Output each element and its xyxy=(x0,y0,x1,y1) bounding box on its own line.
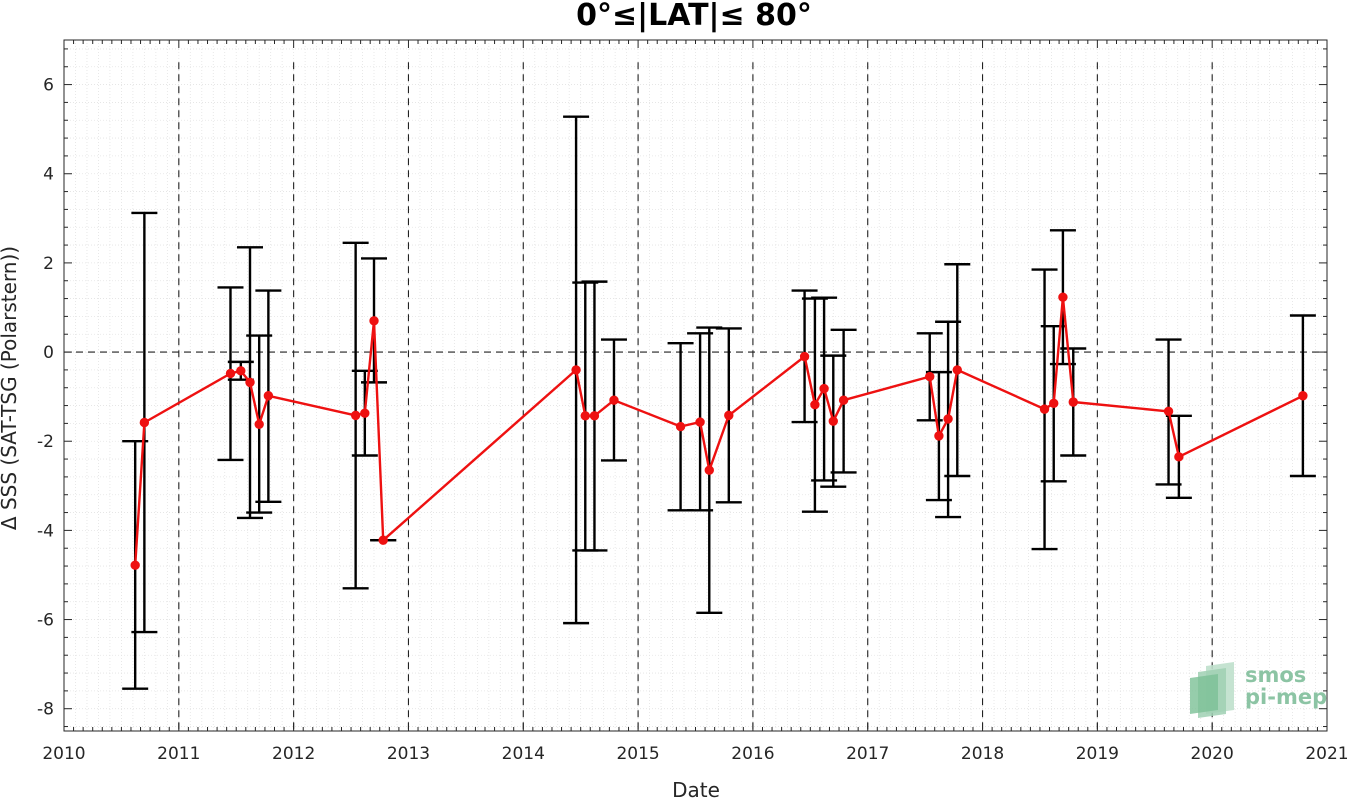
data-point xyxy=(254,419,264,429)
data-point xyxy=(236,366,246,376)
data-point xyxy=(724,410,734,421)
y-tick-label: -8 xyxy=(37,700,54,720)
data-line xyxy=(134,296,1304,566)
smos-pi-mep-logo: smos pi-mep xyxy=(1190,662,1327,718)
data-point xyxy=(589,411,600,421)
logo-text-line1: smos xyxy=(1245,663,1306,687)
y-tick-label: 0 xyxy=(43,343,54,363)
data-point xyxy=(1163,406,1174,417)
data-point xyxy=(704,465,714,475)
data-point xyxy=(1174,452,1184,462)
data-point xyxy=(1058,292,1068,302)
data-point xyxy=(819,383,829,394)
data-point xyxy=(838,395,849,405)
data-points xyxy=(130,292,1308,570)
plot-frame xyxy=(63,39,1328,732)
data-point xyxy=(263,391,274,401)
data-point xyxy=(925,371,935,382)
data-point xyxy=(350,410,361,421)
x-tick-label: 2010 xyxy=(42,744,85,764)
y-tick-label: 2 xyxy=(43,254,54,274)
x-tick-label: 2019 xyxy=(1076,744,1119,764)
x-tick-label: 2016 xyxy=(731,744,774,764)
data-point xyxy=(1049,398,1059,409)
data-point xyxy=(378,535,388,545)
x-tick-label: 2012 xyxy=(272,744,315,764)
data-point xyxy=(952,365,962,375)
x-tick-label: 2011 xyxy=(157,744,200,764)
data-point xyxy=(580,411,590,421)
data-point xyxy=(675,421,686,432)
data-point xyxy=(130,560,140,570)
y-tick-label: 6 xyxy=(43,76,54,96)
y-tick-label: -2 xyxy=(37,432,54,452)
logo-text-line2: pi-mep xyxy=(1245,685,1327,709)
x-tick-label: 2014 xyxy=(502,744,545,764)
series-line xyxy=(134,296,1304,566)
x-axis-label: Date xyxy=(672,778,720,799)
data-point xyxy=(934,431,944,441)
x-tick-label: 2020 xyxy=(1191,744,1234,764)
x-tick-label: 2018 xyxy=(961,744,1004,764)
y-tick-label: -4 xyxy=(37,521,54,541)
y-axis-label: Δ SSS (SAT-TSG (Polarstern)) xyxy=(0,246,21,530)
data-point xyxy=(360,408,370,418)
x-tick-label: 2013 xyxy=(387,744,430,764)
data-point xyxy=(571,365,581,375)
y-tick-label: 4 xyxy=(43,165,54,185)
chart-title: 0°≤|LAT|≤ 80° xyxy=(576,0,812,33)
data-point xyxy=(695,417,705,427)
data-point xyxy=(810,399,820,410)
data-point xyxy=(369,316,379,326)
data-point xyxy=(245,377,255,388)
data-point xyxy=(225,368,236,379)
x-tick-label: 2017 xyxy=(846,744,889,764)
data-point xyxy=(139,417,150,428)
reference-lines xyxy=(64,62,1327,731)
data-point xyxy=(1039,404,1050,414)
x-tick-label: 2021 xyxy=(1305,744,1348,764)
data-point xyxy=(799,351,810,362)
x-tick-label: 2015 xyxy=(616,744,659,764)
data-point xyxy=(943,414,953,424)
data-point xyxy=(1068,397,1078,407)
data-point xyxy=(1298,391,1308,401)
y-tick-label: -6 xyxy=(37,611,54,631)
data-point xyxy=(828,416,838,426)
data-point xyxy=(609,395,619,405)
axis-ticks: 2010 2011 2012 2013 2014 2015 2016 2017 2018 2019… xyxy=(37,40,1349,764)
